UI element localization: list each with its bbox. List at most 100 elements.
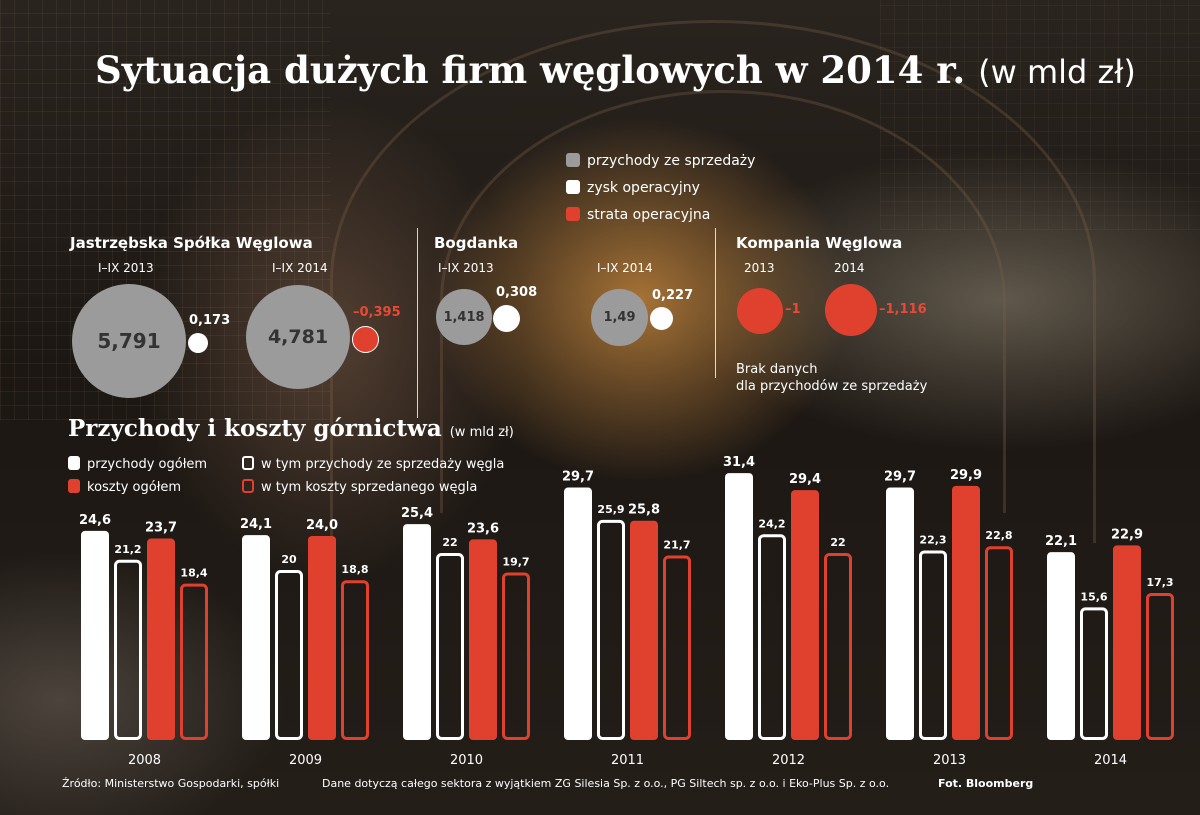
bar-value-label: 22	[830, 536, 845, 549]
legend-label: strata operacyjna	[587, 207, 711, 223]
legend-item-operating-loss: strata operacyjna	[566, 207, 710, 223]
x-tick-label: 2008	[128, 753, 161, 768]
company-name-jsw: Jastrzębska Spółka Węglowa	[70, 234, 313, 252]
page-title: Sytuacja dużych firm węglowych w 2014 r.…	[95, 48, 1136, 92]
x-tick-label: 2009	[289, 753, 322, 768]
bar-2013-series-0	[886, 487, 914, 740]
bar-2011-series-2	[630, 520, 658, 740]
bar-2014-series-2	[1113, 545, 1141, 740]
chart-title-text: Przychody i koszty górnictwa	[68, 415, 442, 442]
period-label: 2013	[744, 261, 775, 275]
bar-value-label: 24,6	[79, 513, 111, 528]
bar-value-label: 18,4	[180, 567, 207, 580]
loss-value: –1,116	[879, 302, 927, 317]
loss-value: –1	[785, 302, 801, 317]
legend-label: przychody ogółem	[87, 457, 208, 472]
bar-value-label: 15,6	[1080, 590, 1107, 603]
title-unit: (w mld zł)	[978, 53, 1136, 91]
loss-circle	[737, 288, 783, 334]
red-swatch-icon	[566, 207, 580, 221]
profit-circle	[650, 307, 673, 330]
bar-2010-series-3	[502, 572, 530, 740]
bar-2014-series-3	[1146, 592, 1174, 741]
divider	[417, 228, 418, 418]
loss-circle	[352, 326, 379, 353]
bar-2008-series-2	[147, 538, 175, 740]
bar-2009-series-1	[275, 570, 303, 740]
x-tick-label: 2011	[611, 753, 644, 768]
profit-value: 0,227	[652, 288, 694, 303]
bar-value-label: 25,4	[401, 506, 433, 521]
bar-2010-series-2	[469, 539, 497, 740]
loss-value: –0,395	[353, 305, 401, 320]
profit-value: 0,308	[496, 285, 538, 300]
bar-2012-series-1	[758, 534, 786, 740]
bar-2011-series-3	[663, 555, 691, 740]
mesh-decoration	[880, 0, 1200, 230]
period-label: 2014	[834, 261, 865, 275]
company-name-kw: Kompania Węglowa	[736, 234, 903, 252]
legend-item: koszty ogółem	[68, 479, 181, 495]
no-data-note: Brak danych dla przychodów ze sprzedaży	[736, 361, 927, 395]
bar-2008-series-1	[114, 559, 142, 740]
profit-circle	[493, 305, 520, 332]
bar-value-label: 20	[281, 553, 297, 566]
legend-label: koszty ogółem	[87, 480, 182, 495]
bar-value-label: 22,9	[1111, 527, 1143, 542]
revenue-circle: 1,418	[436, 289, 492, 345]
period-label: I–IX 2014	[597, 261, 653, 275]
revenue-circle: 5,791	[72, 284, 186, 398]
coverage-note: Dane dotyczą całego sektora z wyjątkiem …	[322, 777, 890, 790]
legend-item-revenue: przychody ze sprzedaży	[566, 153, 755, 169]
bar-value-label: 22,1	[1045, 534, 1077, 549]
bar-value-label: 29,4	[789, 472, 821, 487]
period-label: I–IX 2014	[272, 261, 328, 275]
tunnel-arch-decoration	[330, 20, 1096, 543]
note-line: dla przychodów ze sprzedaży	[736, 379, 928, 394]
bar-2009-series-0	[242, 535, 270, 740]
white-outline-swatch-icon	[242, 456, 254, 470]
bar-2014-series-1	[1080, 607, 1108, 741]
bar-value-label: 31,4	[723, 455, 755, 470]
x-tick-label: 2012	[772, 753, 805, 768]
x-tick-label: 2014	[1094, 753, 1127, 768]
loss-circle	[825, 284, 877, 336]
profit-value: 0,173	[189, 313, 231, 328]
divider	[715, 228, 716, 378]
bar-2014-series-0	[1047, 552, 1075, 740]
legend-item: przychody ogółem	[68, 456, 207, 472]
bar-2008-series-3	[180, 583, 208, 740]
period-label: I–IX 2013	[438, 261, 494, 275]
bar-2009-series-3	[341, 580, 369, 741]
bar-2009-series-2	[308, 536, 336, 740]
bar-value-label: 21,7	[663, 539, 690, 552]
bar-value-label: 17,3	[1146, 576, 1173, 589]
bar-value-label: 29,7	[562, 470, 594, 485]
bar-value-label: 24,2	[758, 517, 785, 530]
legend-label: przychody ze sprzedaży	[587, 153, 756, 169]
bar-value-label: 29,9	[950, 468, 982, 483]
photo-credit: Fot. Bloomberg	[938, 777, 1034, 790]
bar-value-label: 24,0	[306, 518, 338, 533]
bar-value-label: 22,3	[919, 533, 946, 546]
white-swatch-icon	[566, 180, 580, 194]
bar-2012-series-2	[791, 490, 819, 740]
bar-2011-series-0	[564, 487, 592, 740]
bar-value-label: 25,8	[628, 503, 660, 518]
profit-circle	[188, 333, 208, 353]
bar-2013-series-2	[952, 485, 980, 740]
red-swatch-icon	[68, 479, 80, 493]
bar-value-label: 19,7	[502, 556, 529, 569]
period-label: I–IX 2013	[98, 261, 154, 275]
chart-title: Przychody i koszty górnictwa (w mld zł)	[68, 415, 514, 442]
title-text: Sytuacja dużych firm węglowych w 2014 r.	[95, 48, 966, 92]
bar-2010-series-1	[436, 553, 464, 740]
bar-value-label: 24,1	[240, 517, 272, 532]
company-name-bogdanka: Bogdanka	[434, 234, 519, 252]
source-note: Źródło: Ministerstwo Gospodarki, spółki	[62, 777, 280, 790]
bar-2010-series-0	[403, 524, 431, 740]
bar-value-label: 18,8	[341, 563, 368, 576]
bar-value-label: 25,9	[597, 503, 624, 516]
